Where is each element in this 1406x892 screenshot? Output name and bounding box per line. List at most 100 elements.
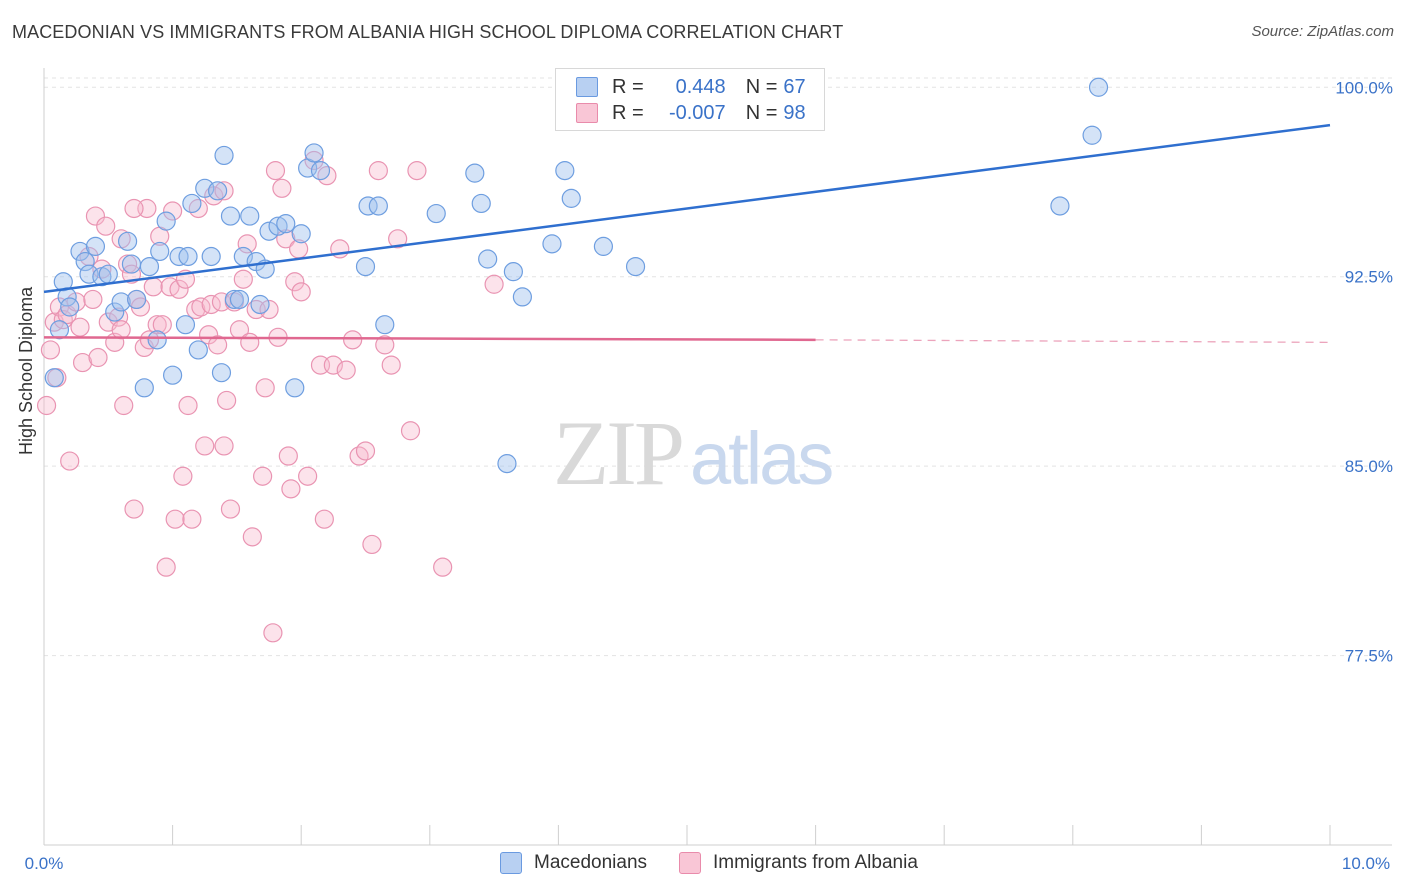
albania-point	[263, 623, 283, 643]
albania-point	[66, 292, 86, 312]
macedonian-point	[139, 256, 160, 277]
macedonian-point	[214, 145, 234, 166]
stats-legend: R = 0.448 N = 67 R = -0.007 N = 98	[555, 68, 825, 131]
y-tick-label: 77.5%	[1345, 647, 1393, 666]
albania-point	[173, 466, 193, 486]
albania-point	[323, 355, 343, 375]
albania-point	[336, 360, 356, 380]
macedonian-point	[229, 289, 250, 310]
albania-point	[83, 289, 103, 310]
albania-point	[114, 395, 134, 416]
macedonian-point	[53, 272, 73, 292]
albania-point	[40, 340, 61, 360]
macedonian-point	[98, 264, 118, 284]
macedonian-point	[1050, 196, 1070, 216]
legend-n-label: N =	[745, 101, 778, 124]
albania-point	[368, 161, 388, 181]
source-note[interactable]: Source: ZipAtlas.com	[1251, 23, 1394, 40]
x-tick-label: 10.0%	[1342, 854, 1390, 873]
albania-point	[121, 264, 142, 284]
macedonian-point	[44, 368, 64, 388]
macedonian-point	[465, 163, 485, 183]
macedonian-point	[178, 246, 198, 267]
legend-r-value: 0.448	[675, 75, 726, 98]
macedonian-point	[478, 249, 498, 269]
albania-point	[143, 277, 163, 297]
albania-point	[281, 479, 301, 499]
macedonian-point	[75, 251, 95, 272]
macedonian-point	[60, 297, 80, 317]
macedonian-point	[105, 302, 125, 322]
macedonian-point	[555, 161, 575, 181]
macedonian-point	[156, 211, 176, 231]
albania-point	[433, 557, 453, 577]
albania-point	[214, 181, 234, 201]
macedonian-point	[1088, 77, 1109, 97]
macedonian-trend-line	[43, 123, 1331, 294]
x-tick-label: 0.0%	[25, 854, 64, 873]
albania-point	[147, 315, 167, 335]
macedonian-point	[625, 256, 646, 277]
macedonian-point	[250, 294, 270, 315]
legend-r-label: R =	[612, 101, 644, 124]
macedonian-point	[310, 161, 331, 181]
albania-point	[375, 335, 395, 355]
albania-trend-line	[43, 336, 816, 342]
albania-point	[156, 557, 176, 577]
albania-point	[298, 466, 318, 486]
macedonian-point	[134, 378, 154, 398]
y-tick-label: 85.0%	[1345, 457, 1393, 476]
macedonian-point	[304, 143, 324, 163]
legend-label-macedonians: Macedonians	[534, 852, 648, 873]
series-legend: Macedonians Immigrants from Albania	[500, 852, 950, 874]
macedonian-point	[111, 292, 131, 312]
albania-point	[317, 166, 337, 186]
macedonian-point	[220, 206, 241, 226]
albania-point	[237, 234, 257, 254]
albania-point	[255, 378, 275, 398]
albania-point	[242, 527, 262, 547]
legend-item-macedonians[interactable]: Macedonians	[500, 852, 647, 874]
macedonian-point	[117, 231, 138, 251]
albania-point	[165, 509, 185, 529]
albania-point	[169, 279, 189, 299]
legend-row-macedonians: R = 0.448 N = 67	[576, 74, 806, 100]
y-tick-label: 92.5%	[1345, 268, 1393, 287]
macedonian-point	[497, 454, 517, 474]
macedonian-point	[471, 193, 491, 214]
legend-swatch-albania	[679, 852, 702, 874]
albania-point	[240, 332, 260, 352]
macedonian-point	[182, 193, 202, 214]
albania-point	[139, 330, 160, 350]
albania-point	[407, 161, 427, 181]
macedonian-point	[201, 246, 221, 267]
legend-r-label: R =	[612, 75, 644, 98]
albania-point	[163, 201, 183, 221]
albania-point	[195, 436, 215, 456]
macedonian-point	[163, 365, 183, 385]
legend-r-value: -0.007	[668, 101, 726, 124]
legend-item-albania[interactable]: Immigrants from Albania	[679, 852, 918, 874]
macedonian-point	[49, 320, 70, 340]
albania-point	[220, 499, 241, 519]
albania-point	[70, 317, 90, 337]
macedonian-point	[85, 236, 106, 256]
macedonian-point	[375, 315, 395, 335]
macedonian-point	[188, 340, 208, 360]
macedonian-point	[150, 241, 170, 262]
albania-point	[188, 198, 208, 219]
albania-point	[182, 509, 202, 529]
legend-n-label: N =	[745, 75, 778, 98]
y-axis-label: High School Diploma	[16, 286, 36, 455]
macedonian-point	[368, 196, 388, 216]
legend-n-value: 98	[783, 101, 806, 124]
legend-label-albania: Immigrants from Albania	[713, 852, 918, 873]
macedonian-point	[542, 234, 562, 254]
albania-point	[186, 299, 206, 320]
albania-point	[484, 274, 504, 294]
macedonian-point	[126, 289, 147, 310]
macedonian-point	[593, 236, 614, 256]
albania-point	[400, 421, 421, 441]
albania-point	[111, 320, 131, 340]
